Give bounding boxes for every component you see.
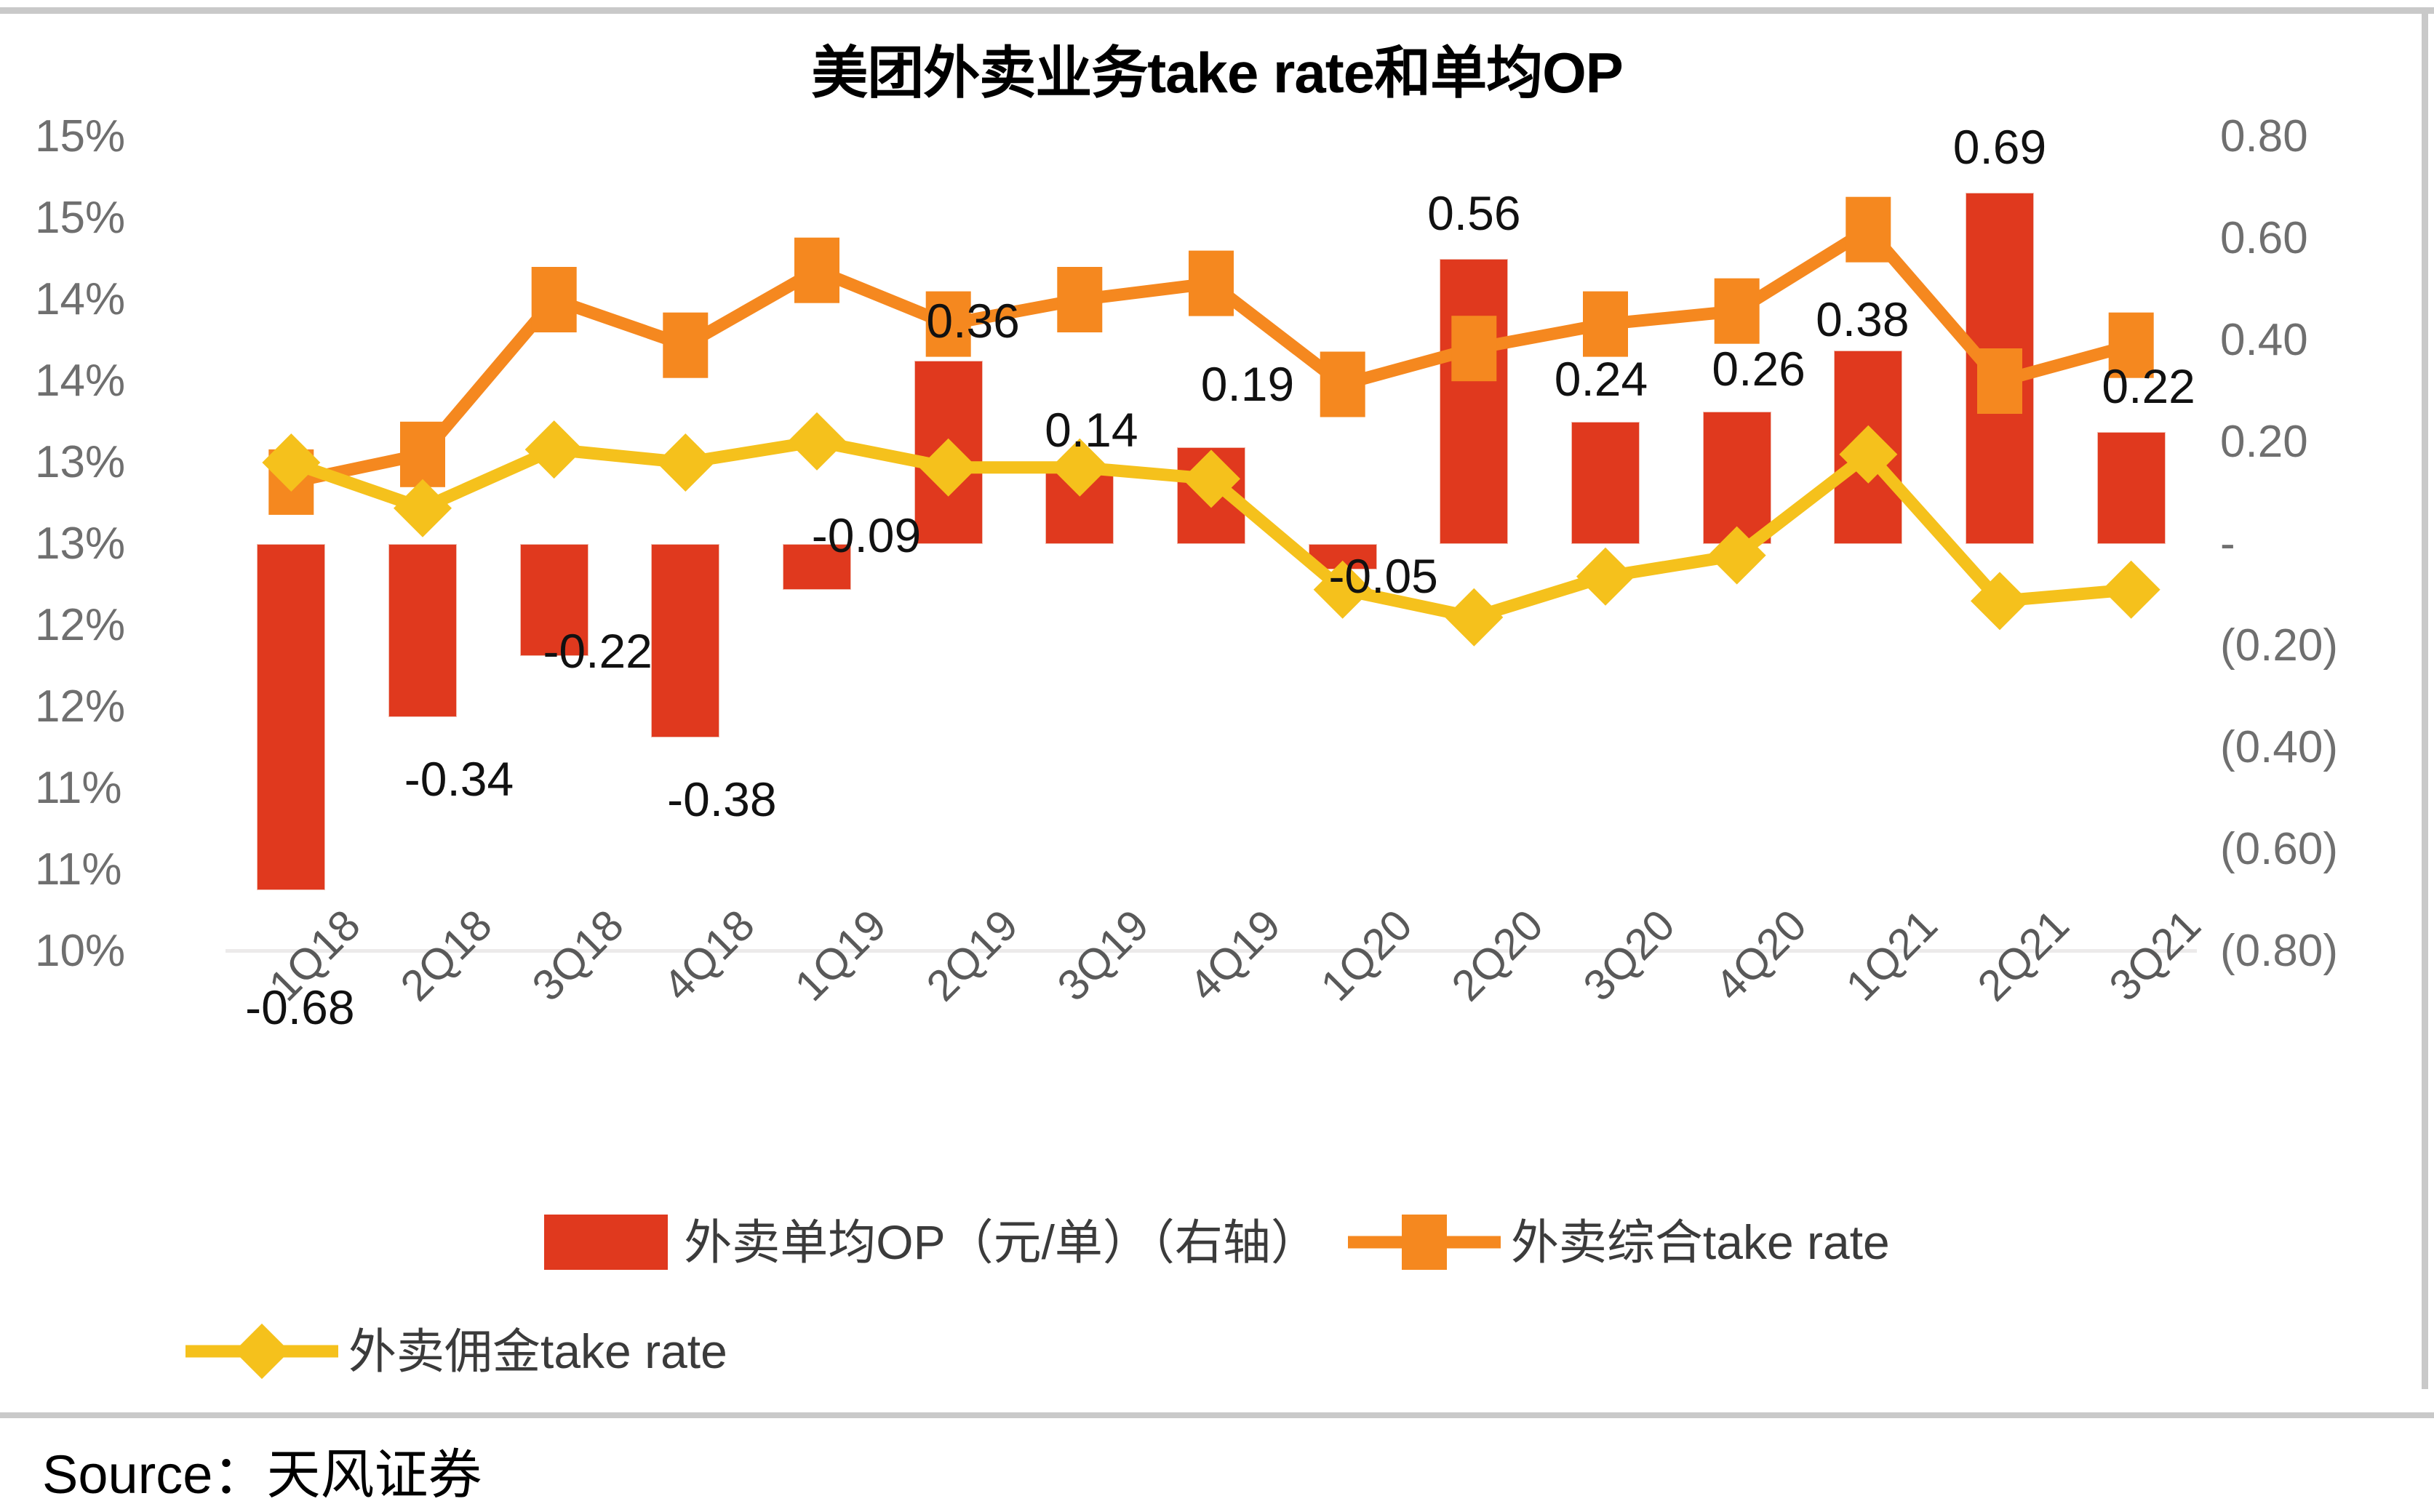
bar[interactable] <box>1966 193 2034 544</box>
bar-value-label: 0.38 <box>1816 292 1910 346</box>
bar[interactable] <box>1045 473 1114 544</box>
bar-value-label: -0.34 <box>404 752 514 806</box>
legend-label-bar: 外卖单均OP（元/单）（右轴） <box>684 1215 1319 1269</box>
plot-area: -0.68 -0.34 -0.22 -0.38 -0.09 0.36 0.14 0.19 -0.… <box>226 123 2197 1031</box>
bar-value-label: 0.14 <box>1045 403 1138 457</box>
bar[interactable] <box>1177 447 1245 544</box>
source-note: Source：天风证券 <box>42 1444 482 1505</box>
chart-legend: 外卖单均OP（元/单）（右轴） 外卖综合take rate 外卖佣金take r… <box>0 1199 2434 1395</box>
bar[interactable] <box>388 544 457 717</box>
legend-row-secondary: 外卖佣金take rate <box>0 1308 2434 1395</box>
bottom-divider <box>0 1412 2434 1418</box>
line-square-marker-icon <box>1347 1215 1501 1270</box>
legend-label-take-rate: 外卖综合take rate <box>1510 1215 1890 1269</box>
bar[interactable] <box>2096 432 2166 544</box>
bar-value-label: 0.56 <box>1427 186 1521 240</box>
right-axis-labels: 0.80 0.60 0.40 0.20- (0.20) (0.40) (0.60) (0.80… <box>2220 111 2338 976</box>
legend-item-take-rate[interactable]: 外卖综合take rate <box>1319 1215 1890 1270</box>
x-axis-labels: 1Q18 2Q18 3Q18 4Q18 1Q19 2Q19 3Q19 4Q19 1Q20 2Q20… <box>226 900 2209 1175</box>
bar-value-label: -0.22 <box>543 624 653 678</box>
legend-item-bar[interactable]: 外卖单均OP（元/单）（右轴） <box>544 1215 1319 1270</box>
bar[interactable] <box>1702 412 1771 544</box>
bar-value-label: 0.19 <box>1200 357 1295 411</box>
page-title: 美团外卖业务take rate和单均OP <box>811 41 1624 105</box>
legend-item-commission[interactable]: 外卖佣金take rate <box>185 1323 727 1380</box>
bar-value-label: 0.36 <box>926 294 1020 348</box>
bar-value-label: -0.09 <box>811 508 922 562</box>
bar[interactable] <box>257 544 326 890</box>
bar-value-label: -0.38 <box>667 772 777 826</box>
top-divider <box>0 7 2434 14</box>
legend-row-primary: 外卖单均OP（元/单）（右轴） 外卖综合take rate <box>0 1199 2434 1286</box>
bar-value-label: 0.22 <box>2102 359 2195 413</box>
right-divider <box>2422 7 2428 1389</box>
bar-value-label: -0.05 <box>1328 549 1438 603</box>
bar-value-label: -0.68 <box>245 980 355 1034</box>
left-axis-labels: 15% 15% 14% 14% 13% 13% 12% 12% 11% 11% 10% <box>35 111 126 976</box>
baseline-gridline <box>226 949 2197 953</box>
legend-label-commission: 外卖佣金take rate <box>348 1324 727 1378</box>
bar-value-label: 0.69 <box>1952 120 2047 174</box>
bar[interactable] <box>1571 422 1640 544</box>
bar-swatch-icon <box>544 1215 669 1270</box>
bar-value-label: 0.24 <box>1554 352 1648 406</box>
line-diamond-marker-icon <box>185 1323 338 1380</box>
bar-value-label: 0.26 <box>1712 342 1805 396</box>
